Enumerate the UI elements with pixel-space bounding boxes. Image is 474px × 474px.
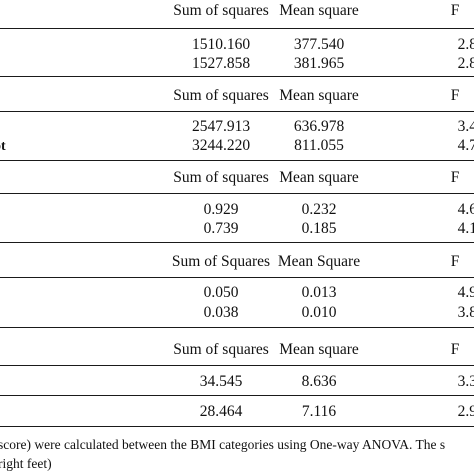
- col-header-mean-square: Mean square: [279, 87, 359, 104]
- table-footnote: score) were calculated between the BMI c…: [0, 437, 446, 452]
- table-rule: [0, 76, 474, 77]
- table-rule: [0, 242, 474, 243]
- col-header-sum-of-squares: Sum of squares: [173, 87, 269, 104]
- cell-f: 4.193: [457, 220, 474, 237]
- cell-sum: 0.929: [203, 201, 239, 218]
- table-footnote-continued: right feet): [0, 456, 52, 471]
- cell-sum: 0.050: [203, 284, 239, 301]
- cell-sum: 0.739: [203, 220, 239, 237]
- cell-f: 2.843: [457, 55, 474, 72]
- cell-sum: 2547.913: [191, 118, 251, 135]
- cell-f: 4.763: [457, 137, 474, 154]
- cell-mean: 8.636: [301, 373, 337, 390]
- cell-sum: 1510.160: [191, 36, 251, 53]
- table-rule: [0, 426, 474, 427]
- table-rule: [0, 395, 474, 396]
- table-rule: [0, 28, 474, 29]
- cell-sum: 34.545: [199, 373, 243, 390]
- table-rule: [0, 327, 474, 328]
- cell-f: 3.451: [457, 118, 474, 135]
- table-rule: [0, 111, 474, 112]
- col-header-f: F: [450, 169, 460, 186]
- cell-mean: 0.013: [301, 284, 337, 301]
- col-header-f: F: [450, 87, 460, 104]
- cell-sum: 0.038: [203, 304, 239, 321]
- cell-mean: 381.965: [293, 55, 345, 72]
- cell-mean: 0.185: [301, 220, 337, 237]
- cell-mean: 636.978: [293, 118, 345, 135]
- col-header-sum-of-squares: Sum of squares: [173, 341, 269, 358]
- col-header-sum-of-squares: Sum of Squares: [171, 253, 271, 270]
- table-rule: [0, 365, 474, 366]
- cell-mean: 377.540: [293, 36, 345, 53]
- table-rule: [0, 160, 474, 161]
- cell-sum: 28.464: [199, 403, 243, 420]
- cell-sum: 3244.220: [191, 137, 251, 154]
- col-header-mean-square: Mean square: [279, 341, 359, 358]
- cell-mean: 7.116: [301, 403, 337, 420]
- col-header-f: F: [450, 341, 460, 358]
- table-rule: [0, 277, 474, 278]
- cell-f: 3.826: [457, 304, 474, 321]
- cell-mean: 0.010: [301, 304, 337, 321]
- table-rule: [0, 193, 474, 194]
- cell-f: 4.658: [457, 201, 474, 218]
- col-header-sum-of-squares: Sum of squares: [173, 169, 269, 186]
- cell-f: 4.909: [457, 284, 474, 301]
- cell-f: 3.313: [457, 373, 474, 390]
- row-stub: ot: [0, 139, 6, 154]
- col-header-mean-square: Mean Square: [277, 253, 361, 270]
- col-header-sum-of-squares: Sum of squares: [173, 2, 269, 19]
- cell-f: 2.994: [457, 403, 474, 420]
- cell-mean: 0.232: [301, 201, 337, 218]
- cell-sum: 1527.858: [191, 55, 251, 72]
- col-header-f: F: [450, 2, 460, 19]
- col-header-f: F: [450, 253, 460, 270]
- col-header-mean-square: Mean square: [279, 169, 359, 186]
- col-header-mean-square: Mean square: [279, 2, 359, 19]
- cell-mean: 811.055: [294, 137, 344, 154]
- cell-f: 2.826: [457, 36, 474, 53]
